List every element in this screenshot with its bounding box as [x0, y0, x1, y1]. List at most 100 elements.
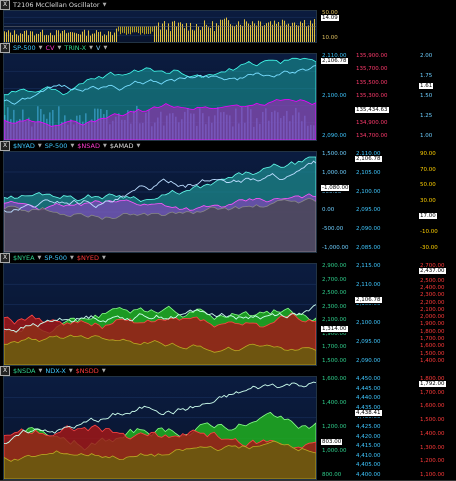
chevron-down-icon[interactable]: ▼ — [37, 143, 42, 149]
chevron-down-icon[interactable]: ▼ — [102, 255, 106, 261]
chevron-down-icon[interactable]: ▼ — [37, 255, 42, 261]
scale-tick-label: 1.50 — [420, 93, 433, 99]
oscillator-bar — [268, 22, 269, 42]
oscillator-bar — [256, 25, 257, 42]
scale-tick-label: 2,105.00 — [356, 301, 381, 307]
chevron-down-icon[interactable]: ▼ — [101, 368, 106, 374]
series-label[interactable]: $NSDD — [75, 367, 99, 375]
price-scale-r1[interactable]: 1,600.00 1,400.00 1,200.00 1,000.00 800.00 — [322, 376, 362, 478]
price-scale-r1[interactable]: 1,500.00 1,000.00 500.00 0.00 -500.00 -1,000.… — [322, 151, 362, 251]
chevron-down-icon[interactable]: ▼ — [68, 368, 73, 374]
scale-tick-label: 2,100.00 — [322, 317, 347, 324]
scale-tick-label: -500.00 — [322, 226, 344, 233]
chevron-down-icon[interactable]: ▼ — [57, 45, 62, 51]
price-scale-r2[interactable]: 2,115.00 2,110.00 2,105.00 2,100.00 2,095.00… — [356, 263, 396, 364]
chevron-down-icon[interactable]: ▼ — [103, 45, 108, 51]
oscillator-bar — [260, 21, 261, 42]
oscillator-bar — [172, 21, 173, 42]
oscillator-bar — [36, 33, 37, 42]
scale-tick-label: 2,110.00 — [322, 53, 347, 59]
chevron-down-icon[interactable]: ▼ — [89, 45, 93, 51]
chart-panel-p5[interactable]: X $NSDA ▼ NDX-X ▼ $NSDD ▼ 1,600.00 1,400.00 1,200… — [0, 366, 456, 481]
series-label[interactable]: $NYEA — [13, 254, 35, 262]
chevron-down-icon[interactable]: ▼ — [103, 143, 107, 149]
chevron-down-icon[interactable]: ▼ — [136, 143, 141, 149]
oscillator-bar — [252, 21, 253, 42]
series-label[interactable]: $NSDA — [13, 367, 36, 375]
chart-panel-p1[interactable]: X T2106 McClellan Oscillator ▼ 50.00 10.00 14… — [0, 0, 456, 44]
price-scale-r1[interactable]: 2,110.00 2,100.00 2,090.00 — [322, 53, 362, 139]
scale-tick-label: 70.00 — [420, 166, 436, 173]
last-value-tag: 1.61 — [418, 81, 435, 90]
price-scale-r2[interactable]: 135,900.00 135,700.00 135,500.00 135,300.00… — [356, 53, 396, 139]
series-label[interactable]: TRIN-X — [64, 44, 87, 52]
oscillator-bar — [248, 23, 249, 42]
plot-area[interactable] — [3, 151, 317, 253]
series-label[interactable]: SP-500 — [44, 254, 68, 262]
oscillator-bar — [314, 19, 315, 42]
close-icon[interactable]: X — [0, 253, 10, 263]
chevron-down-icon[interactable]: ▼ — [38, 368, 43, 374]
oscillator-bar — [54, 35, 55, 42]
oscillator-bar — [50, 32, 51, 42]
overlap-area — [4, 440, 316, 479]
close-icon[interactable]: X — [0, 0, 10, 10]
oscillator-bar — [194, 30, 195, 42]
plot-area[interactable] — [3, 263, 317, 366]
series-label[interactable]: $NSAD — [77, 142, 100, 150]
scale-tick-label: 2,700.00 — [322, 276, 347, 283]
series-label[interactable]: CV — [45, 44, 55, 52]
scale-tick-label: 1,500.00 — [322, 151, 347, 157]
chevron-down-icon[interactable]: ▼ — [70, 255, 74, 261]
oscillator-bar — [166, 29, 167, 42]
oscillator-bar — [108, 31, 109, 42]
scale-tick-label: 1,600.00 — [322, 376, 347, 382]
price-scale-r1[interactable]: 2,900.00 2,700.00 2,500.00 2,300.00 2,100.00… — [322, 263, 362, 364]
chart-panel-p3[interactable]: X $NYAD ▼ SP-500 ▼ $NSAD ▼ $AMAD ▼ 1,500.00 1,000.… — [0, 141, 456, 254]
series-label[interactable]: $NYED — [76, 254, 99, 262]
series-label[interactable]: NDX-X — [45, 367, 66, 375]
series-label[interactable]: $NYAD — [13, 142, 35, 150]
series-label[interactable]: SP-500 — [13, 44, 36, 52]
close-icon[interactable]: X — [0, 141, 10, 151]
oscillator-bar — [110, 31, 111, 42]
close-icon[interactable]: X — [0, 366, 10, 376]
oscillator-bar — [298, 25, 299, 42]
oscillator-bar — [294, 22, 295, 42]
scale-tick-label: 50.00 — [322, 10, 338, 16]
scale-tick-label: 800.00 — [322, 472, 342, 478]
price-scale-r3[interactable]: 2,700.002,600.002,500.002,400.002,300.00… — [420, 263, 456, 364]
plot-graphics — [4, 156, 316, 252]
chart-panel-p4[interactable]: X $NYEA ▼ SP-500 ▼ $NYED ▼ 2,900.00 2,700.00 2,50… — [0, 253, 456, 367]
oscillator-bar — [72, 32, 73, 42]
scale-tick-label: 2,110.00 — [356, 151, 381, 157]
plot-area[interactable] — [3, 10, 317, 43]
series-label[interactable]: T2106 McClellan Oscillator — [13, 1, 100, 9]
series-label[interactable]: V — [95, 44, 101, 52]
index-line — [4, 381, 316, 445]
chevron-down-icon[interactable]: ▼ — [70, 143, 75, 149]
scale-tick-label: 1,000.00 — [322, 448, 347, 454]
plot-area[interactable] — [3, 376, 317, 480]
scale-tick-label: 2,700.00 — [420, 263, 445, 269]
price-scale-r2[interactable]: 4,450.00 4,445.00 4,440.00 4,435.00 4,430.00… — [356, 376, 396, 478]
price-scale-r3[interactable]: 1,800.00 1,700.00 1,600.00 1,500.00 1,400.00… — [420, 376, 456, 478]
oscillator-bar — [56, 30, 57, 42]
oscillator-bar — [152, 26, 153, 32]
scale-tick-label: 1,100.00 — [420, 472, 445, 478]
price-scale-r2[interactable]: 2,110.00 2,105.00 2,100.00 2,095.00 2,090.00… — [356, 151, 396, 251]
chart-panel-p2[interactable]: X SP-500 ▼ CV ▼ TRIN-X ▼ V ▼ 2,110.00 2,100.00 2,09… — [0, 43, 456, 142]
close-icon[interactable]: X — [0, 43, 10, 53]
chevron-down-icon[interactable]: ▼ — [38, 45, 43, 51]
chevron-down-icon[interactable]: ▼ — [102, 2, 107, 8]
oscillator-bar — [126, 26, 127, 35]
plot-area[interactable] — [3, 53, 317, 141]
scale-tick-label: 1.75 — [420, 73, 433, 79]
oscillator-bar — [206, 24, 207, 42]
series-label[interactable]: $AMAD — [109, 142, 134, 150]
price-scale-r3[interactable]: 2.00 1.75 1.50 1.25 1.00 — [420, 53, 456, 139]
series-label[interactable]: SP-500 — [44, 142, 68, 150]
oscillator-bar — [76, 33, 77, 42]
price-scale-r1[interactable]: 50.00 10.00 — [322, 10, 362, 41]
